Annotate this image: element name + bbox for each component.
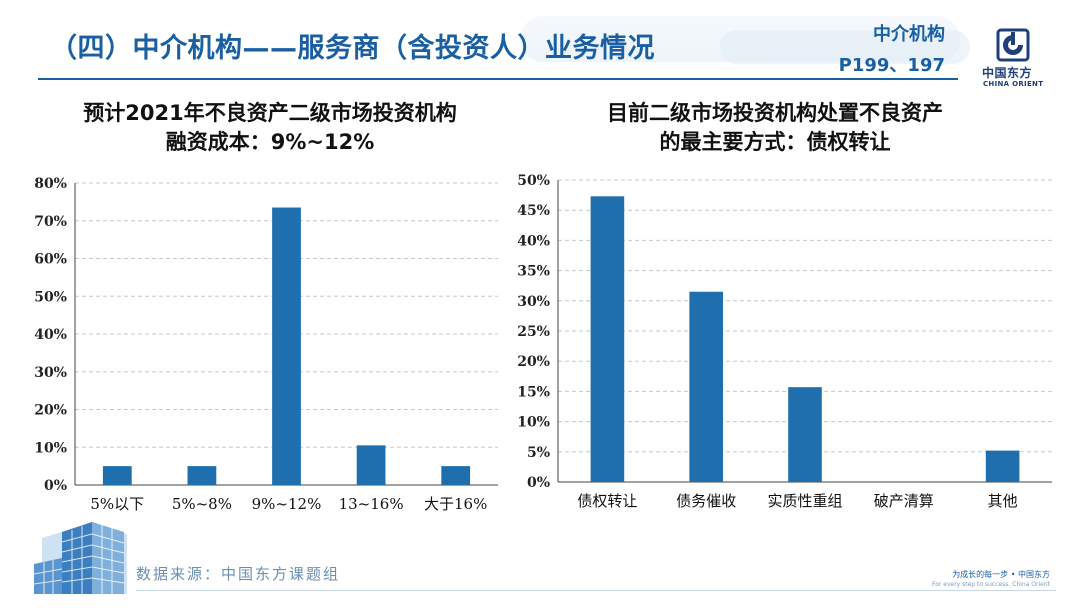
left-chart-ytick-label: 60% [34,252,67,268]
left-chart-bar [356,445,386,485]
slogan-cn: 为成长的每一步 • 中国东方 [952,570,1050,579]
left-chart-ytick-label: 80% [34,176,67,192]
right-chart-ytick-label: 10% [517,415,550,431]
right-chart-ytick-label: 30% [517,294,550,310]
building-icon [33,522,127,594]
left-chart-bar [187,466,217,485]
header-divider [38,78,958,80]
left-chart-ytick-label: 30% [34,365,67,381]
reference-pages: P199、197 [838,55,945,76]
right-chart-bar [985,450,1020,482]
left-chart-category-label: 5%以下 [90,495,144,513]
right-chart-ytick-label: 15% [517,384,550,400]
right-chart-title-line2: 的最主要方式：债权转让 [659,130,891,154]
left-chart-bar [272,207,301,485]
logo-name-cn: 中国东方 [982,66,1033,80]
china-orient-logo-icon [996,28,1030,62]
logo-name-en: CHINA ORIENT [983,80,1044,88]
left-chart-bar [102,466,132,485]
left-chart-title: 预计2021年不良资产二级市场投资机构 融资成本：9%~12% [40,99,500,157]
right-chart-category-label: 债权转让 [577,492,637,510]
right-chart-category-label: 其他 [988,492,1018,510]
right-chart-ytick-label: 40% [517,233,550,249]
right-chart-ytick-label: 50% [517,173,550,189]
reference-label: 中介机构 [873,24,945,45]
footer-divider [136,590,1056,591]
right-chart-bar [689,291,723,482]
left-chart-category-label: 9%~12% [252,495,322,513]
left-chart-title-line1: 预计2021年不良资产二级市场投资机构 [83,101,457,125]
left-chart-category-label: 大于16% [424,495,487,513]
left-chart-ytick-label: 0% [44,478,67,494]
left-chart-category-label: 5%~8% [172,495,232,513]
header-cloud-decoration-2 [720,30,970,64]
right-chart-category-label: 破产清算 [874,492,934,510]
page-title: （四）中介机构——服务商（含投资人）业务情况 [50,33,655,64]
left-bar-chart: 0% 10% 20% 30% 40% 50% 60% 70% 80% 5%以下 5%~8% 9%~12… [34,176,498,513]
left-chart-bar [441,466,471,485]
right-chart-bar [788,387,822,482]
left-chart-title-line2: 融资成本：9%~12% [165,130,375,154]
left-chart-ytick-label: 20% [34,403,67,419]
right-chart-ytick-label: 25% [517,324,550,340]
right-chart-title-line1: 目前二级市场投资机构处置不良资产 [607,101,943,125]
slogan-en: For every step to success. China Orient [932,581,1050,588]
right-chart-ytick-label: 5% [527,445,550,461]
right-chart-ytick-label: 20% [517,354,550,370]
right-chart-category-label: 债务催收 [676,492,736,510]
left-chart-ytick-label: 10% [34,440,67,456]
right-chart-category-label: 实质性重组 [767,492,842,510]
data-source: 数据来源：中国东方课题组 [136,565,341,583]
right-chart-ytick-label: 35% [517,264,550,280]
left-chart-ytick-label: 70% [34,214,67,230]
right-chart-ytick-label: 0% [527,475,550,491]
left-chart-ytick-label: 50% [34,289,67,305]
left-chart-ytick-label: 40% [34,327,67,343]
right-chart-ytick-label: 45% [517,203,550,219]
right-chart-bar [590,196,625,483]
left-chart-category-label: 13~16% [339,495,404,513]
right-chart-title: 目前二级市场投资机构处置不良资产 的最主要方式：债权转让 [545,99,1005,157]
